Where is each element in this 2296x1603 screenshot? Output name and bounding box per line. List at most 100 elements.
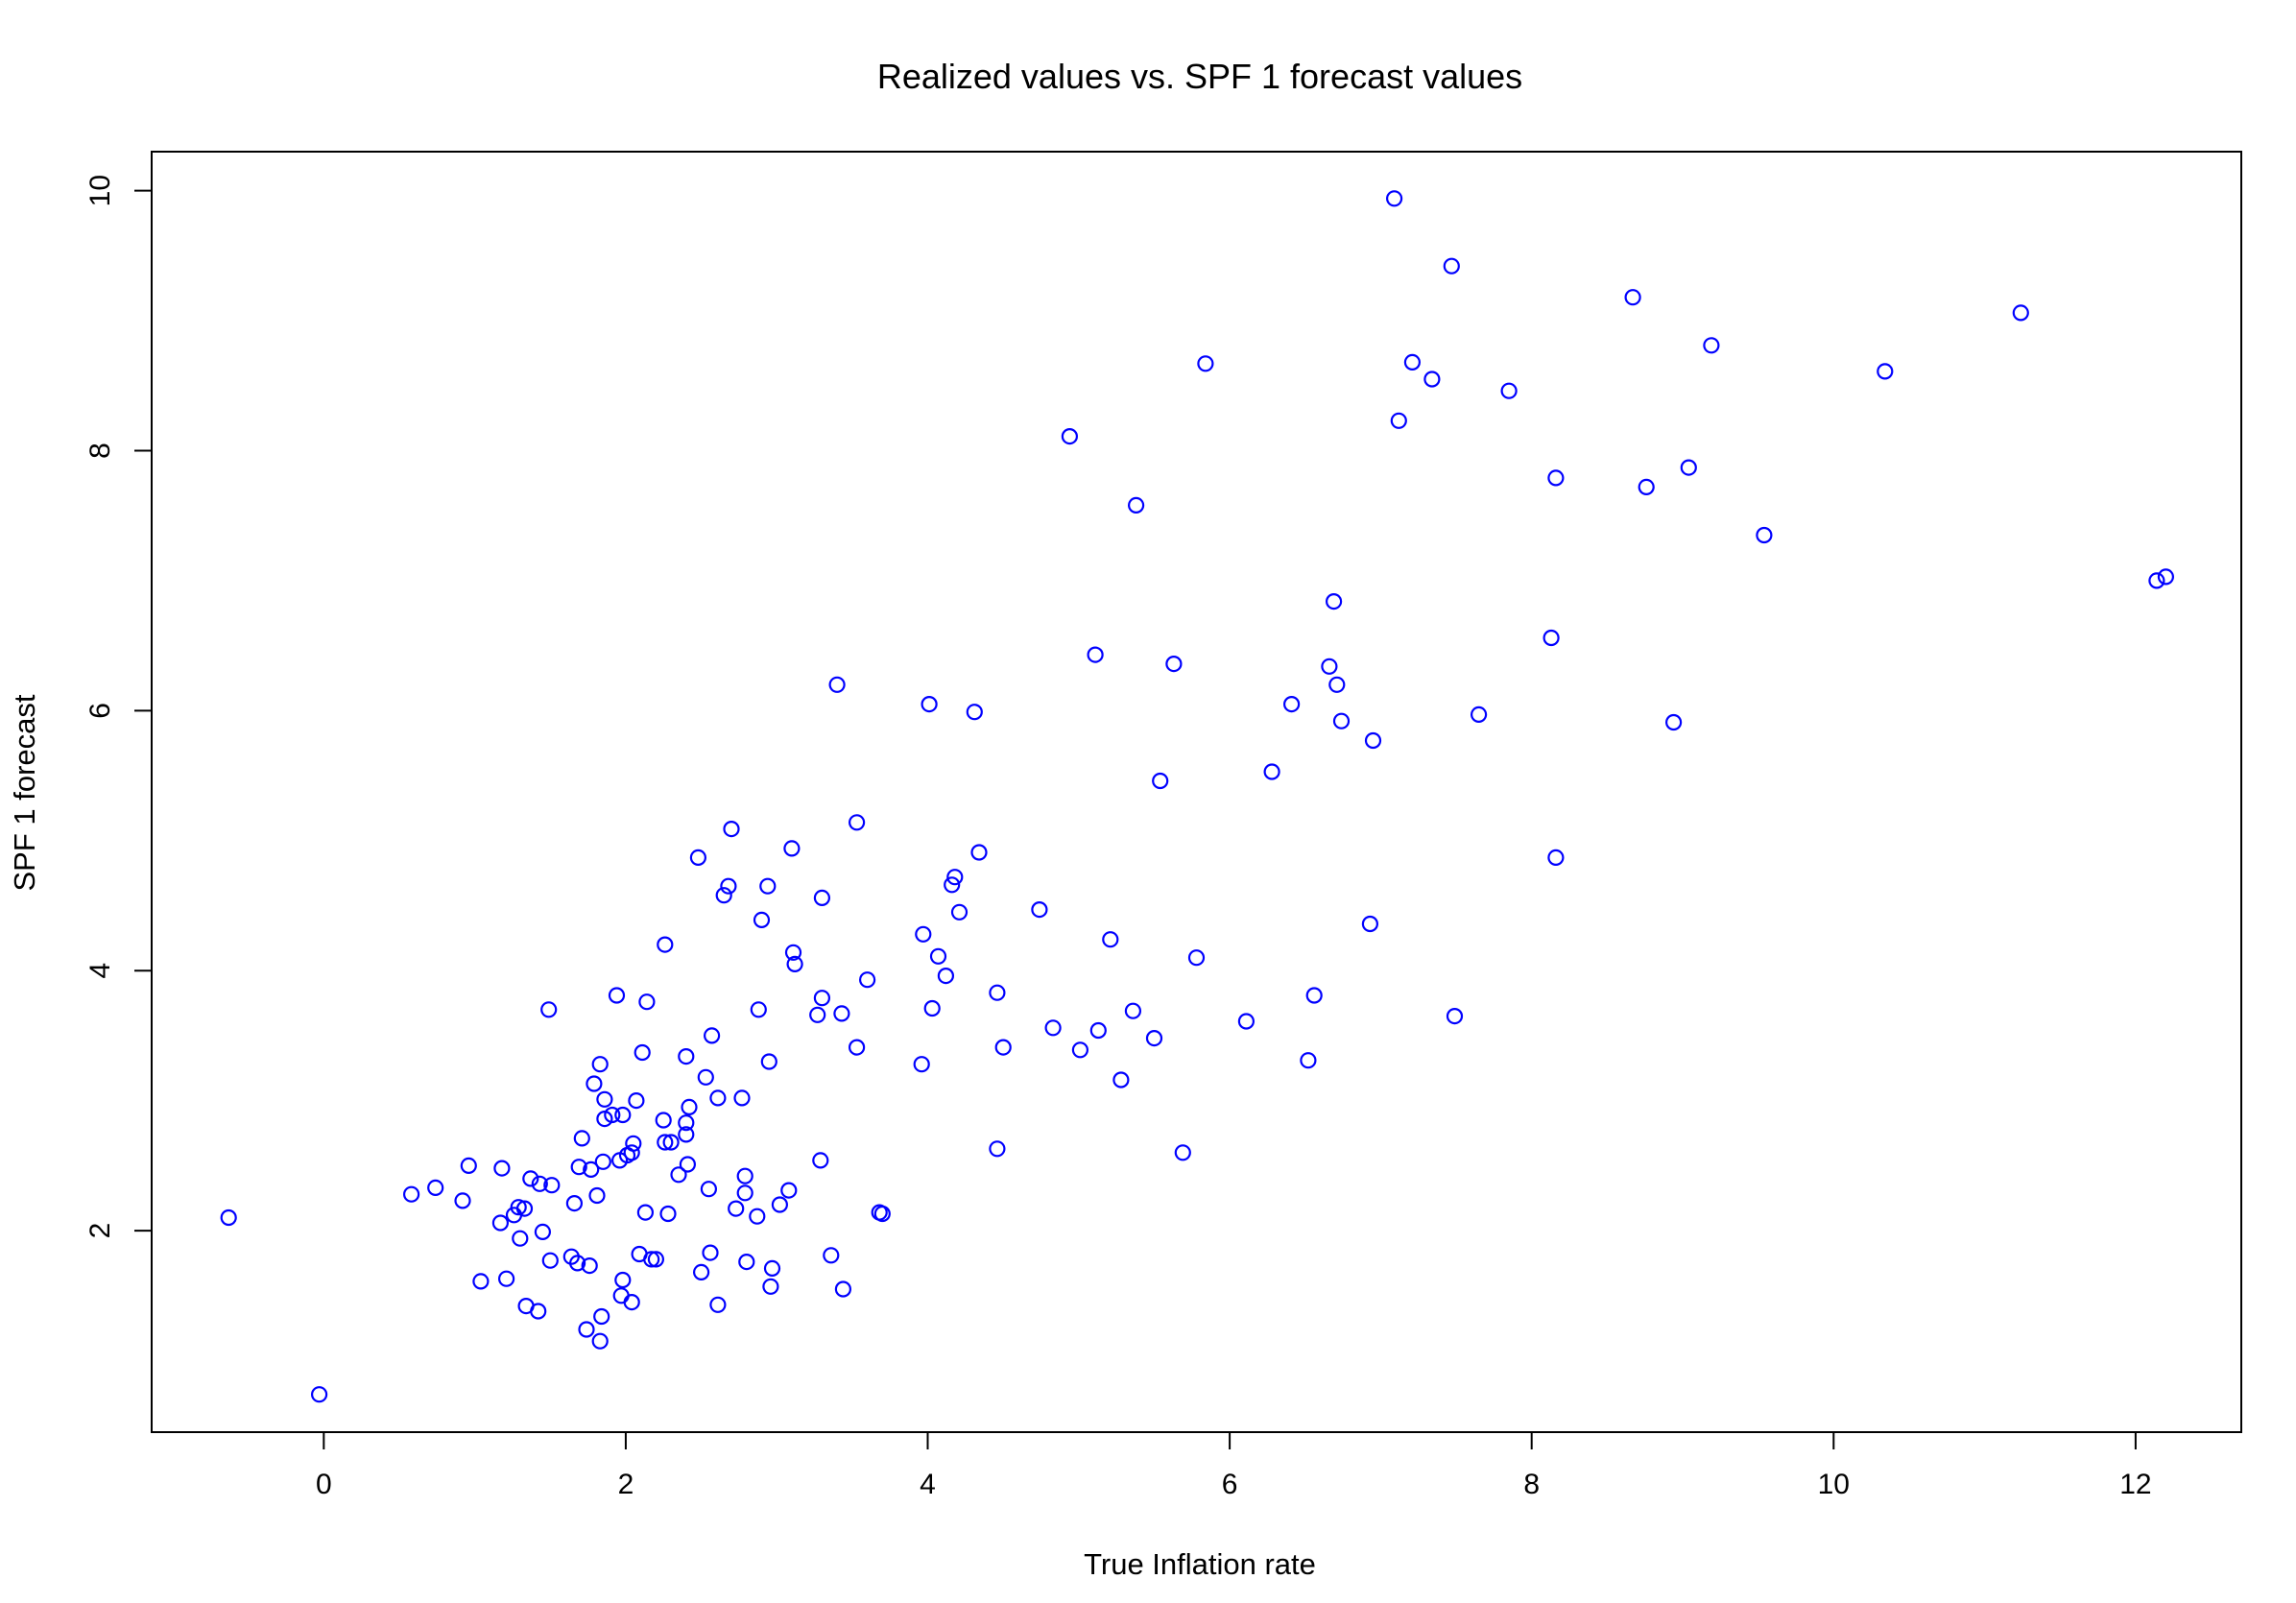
data-point (989, 1140, 1006, 1158)
data-point (780, 1182, 798, 1199)
data-point (1664, 713, 1683, 731)
data-point (1300, 1052, 1317, 1069)
data-point (678, 1126, 695, 1143)
data-point (588, 1186, 606, 1205)
data-point (583, 1160, 600, 1179)
data-point (594, 1153, 611, 1170)
y-tick-label: 10 (84, 175, 116, 206)
data-point (1703, 337, 1720, 354)
data-point (1756, 526, 1773, 544)
data-point (568, 1255, 586, 1272)
data-point (403, 1185, 420, 1203)
data-point (950, 903, 969, 921)
data-point (750, 1001, 767, 1018)
data-point (643, 1251, 660, 1268)
data-point (596, 1110, 613, 1128)
data-point (702, 1244, 719, 1261)
data-point (929, 947, 947, 965)
data-point (1543, 629, 1560, 647)
data-point (510, 1199, 527, 1216)
data-point (763, 1259, 781, 1278)
data-point (700, 1181, 718, 1198)
data-point (1446, 1007, 1464, 1025)
data-point (623, 1293, 640, 1311)
data-point (946, 869, 964, 886)
data-point (591, 1332, 609, 1350)
data-point (1124, 1002, 1142, 1019)
data-point (678, 1047, 695, 1065)
data-point (540, 1001, 558, 1018)
data-point (604, 1106, 621, 1124)
data-point (1364, 731, 1382, 750)
data-point (543, 1177, 561, 1194)
data-point (1500, 382, 1518, 399)
data-point (472, 1273, 490, 1290)
data-point (1263, 763, 1280, 780)
data-point (873, 1205, 891, 1223)
data-point (531, 1175, 548, 1192)
data-point (834, 1280, 852, 1298)
data-point (581, 1256, 598, 1275)
x-tick-label: 6 (1222, 1469, 1238, 1500)
data-point (2012, 304, 2029, 322)
data-point (728, 1200, 745, 1217)
data-point (1443, 257, 1460, 275)
data-point (944, 876, 961, 894)
data-point (515, 1200, 534, 1217)
data-point (1403, 353, 1422, 371)
data-point (614, 1106, 632, 1124)
data-point (530, 1303, 547, 1320)
chart-title: Realized values vs. SPF 1 forecast value… (877, 57, 1522, 96)
data-point (614, 1271, 632, 1289)
data-point (723, 820, 740, 838)
data-point (689, 849, 707, 867)
data-point (970, 844, 988, 861)
data-point (628, 1091, 645, 1110)
data-point (534, 1223, 552, 1241)
data-point (1127, 496, 1145, 514)
data-point (736, 1184, 753, 1202)
data-point (923, 999, 941, 1017)
data-point (823, 1247, 840, 1264)
data-point (812, 1152, 829, 1169)
data-point (578, 1321, 595, 1338)
data-point (1638, 478, 1655, 495)
data-point (833, 1005, 850, 1022)
data-point (1361, 915, 1379, 933)
data-point (662, 1134, 680, 1151)
data-point (454, 1192, 471, 1209)
y-tick-label: 4 (84, 963, 116, 979)
data-point (634, 1043, 651, 1062)
data-point (1332, 712, 1351, 730)
data-point (1187, 949, 1206, 967)
data-point (1174, 1144, 1191, 1161)
data-point (655, 1112, 672, 1129)
data-point (989, 984, 1006, 1001)
y-axis-label: SPF 1 forecast (8, 694, 41, 891)
data-point (813, 889, 831, 907)
data-point (1102, 931, 1119, 948)
data-point (591, 1056, 609, 1073)
data-point (1112, 1071, 1130, 1089)
y-tick-label: 8 (84, 443, 116, 459)
data-point (762, 1278, 779, 1295)
data-point (497, 1270, 515, 1287)
data-point (1031, 900, 1048, 919)
x-tick-label: 0 (316, 1469, 332, 1500)
y-tick-label: 6 (84, 703, 116, 719)
data-point (1877, 363, 1894, 380)
data-point (1197, 355, 1214, 372)
data-point (783, 840, 801, 857)
data-point (612, 1287, 630, 1304)
data-point (749, 1208, 766, 1225)
data-point (2148, 572, 2165, 589)
data-point (784, 944, 802, 961)
data-point (1470, 706, 1488, 724)
data-point (753, 911, 771, 929)
data-point (1385, 190, 1403, 207)
data-point (966, 704, 983, 721)
data-point (709, 1296, 727, 1313)
data-point (736, 1167, 753, 1184)
y-axis: 2 4 6 8 10 (84, 175, 152, 1238)
